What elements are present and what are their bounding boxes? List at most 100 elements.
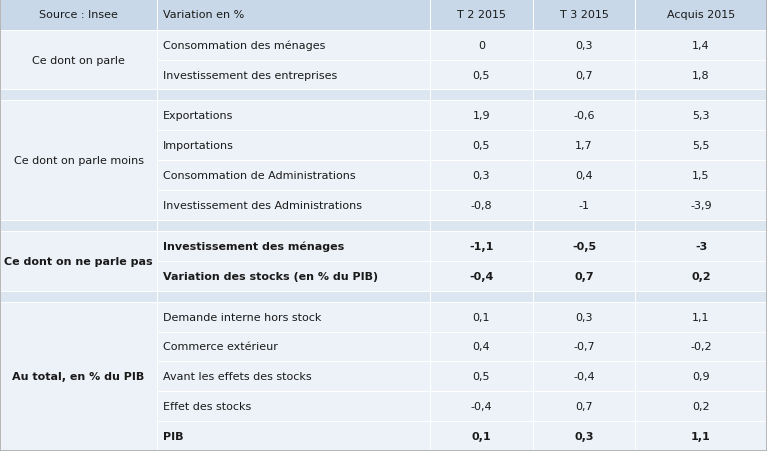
Text: 0,3: 0,3: [472, 171, 490, 181]
Text: Avant les effets des stocks: Avant les effets des stocks: [163, 372, 312, 382]
Text: -0,7: -0,7: [573, 342, 595, 352]
Bar: [635, 421, 767, 451]
Bar: [430, 0, 533, 31]
Text: Demande interne hors stock: Demande interne hors stock: [163, 312, 321, 322]
Text: Variation des stocks (en % du PIB): Variation des stocks (en % du PIB): [163, 271, 378, 281]
Bar: [635, 221, 767, 231]
Text: 0,2: 0,2: [691, 271, 711, 281]
Bar: [533, 291, 635, 302]
Bar: [635, 332, 767, 362]
Bar: [533, 421, 635, 451]
Bar: [157, 291, 430, 302]
Text: Exportations: Exportations: [163, 111, 234, 121]
Bar: [0, 101, 157, 221]
Text: Importations: Importations: [163, 141, 234, 151]
Bar: [157, 101, 430, 131]
Text: 0,1: 0,1: [472, 431, 491, 441]
Bar: [157, 421, 430, 451]
Text: -0,4: -0,4: [470, 401, 492, 411]
Bar: [157, 362, 430, 391]
Bar: [430, 191, 533, 221]
Text: T 3 2015: T 3 2015: [560, 10, 608, 20]
Bar: [0, 90, 157, 101]
Text: 0,3: 0,3: [575, 312, 593, 322]
Text: 0,4: 0,4: [575, 171, 593, 181]
Bar: [533, 191, 635, 221]
Text: Consommation de Administrations: Consommation de Administrations: [163, 171, 356, 181]
Bar: [430, 302, 533, 332]
Bar: [635, 131, 767, 161]
Bar: [157, 391, 430, 421]
Text: -0,2: -0,2: [690, 342, 712, 352]
Bar: [157, 60, 430, 90]
Bar: [533, 362, 635, 391]
Bar: [157, 191, 430, 221]
Text: PIB: PIB: [163, 431, 184, 441]
Bar: [157, 0, 430, 31]
Text: -0,6: -0,6: [573, 111, 595, 121]
Bar: [0, 291, 157, 302]
Bar: [430, 261, 533, 291]
Bar: [635, 101, 767, 131]
Text: 0: 0: [478, 41, 485, 51]
Bar: [430, 101, 533, 131]
Bar: [635, 302, 767, 332]
Bar: [157, 131, 430, 161]
Text: 5,5: 5,5: [693, 141, 709, 151]
Text: Ce dont on ne parle pas: Ce dont on ne parle pas: [5, 256, 153, 266]
Text: 0,3: 0,3: [575, 41, 593, 51]
Bar: [157, 332, 430, 362]
Text: Au total, en % du PIB: Au total, en % du PIB: [12, 372, 145, 382]
Text: -0,4: -0,4: [573, 372, 595, 382]
Bar: [430, 391, 533, 421]
Text: 0,5: 0,5: [472, 372, 490, 382]
Bar: [635, 161, 767, 191]
Bar: [0, 302, 157, 451]
Bar: [0, 221, 157, 231]
Bar: [533, 221, 635, 231]
Bar: [533, 0, 635, 31]
Bar: [533, 31, 635, 60]
Bar: [430, 161, 533, 191]
Text: -3: -3: [695, 241, 707, 251]
Text: 0,2: 0,2: [693, 401, 709, 411]
Bar: [430, 291, 533, 302]
Text: Ce dont on parle: Ce dont on parle: [32, 55, 125, 65]
Text: 0,5: 0,5: [472, 70, 490, 80]
Bar: [533, 302, 635, 332]
Bar: [430, 362, 533, 391]
Text: 0,7: 0,7: [574, 271, 594, 281]
Text: Effet des stocks: Effet des stocks: [163, 401, 252, 411]
Text: 0,7: 0,7: [575, 70, 593, 80]
Bar: [635, 391, 767, 421]
Bar: [533, 131, 635, 161]
Bar: [157, 221, 430, 231]
Text: 0,3: 0,3: [574, 431, 594, 441]
Bar: [430, 131, 533, 161]
Bar: [635, 291, 767, 302]
Text: -1: -1: [578, 201, 590, 211]
Bar: [533, 101, 635, 131]
Text: Commerce extérieur: Commerce extérieur: [163, 342, 278, 352]
Bar: [157, 31, 430, 60]
Text: -0,8: -0,8: [470, 201, 492, 211]
Bar: [635, 90, 767, 101]
Bar: [635, 191, 767, 221]
Text: Consommation des ménages: Consommation des ménages: [163, 40, 326, 51]
Bar: [635, 0, 767, 31]
Text: 1,9: 1,9: [472, 111, 490, 121]
Text: 1,5: 1,5: [693, 171, 709, 181]
Text: -1,1: -1,1: [469, 241, 493, 251]
Bar: [533, 231, 635, 261]
Bar: [635, 60, 767, 90]
Text: 1,7: 1,7: [575, 141, 593, 151]
Text: Variation en %: Variation en %: [163, 10, 245, 20]
Bar: [430, 60, 533, 90]
Bar: [430, 31, 533, 60]
Text: Source : Insee: Source : Insee: [39, 10, 118, 20]
Bar: [533, 161, 635, 191]
Text: 0,4: 0,4: [472, 342, 490, 352]
Text: Ce dont on parle moins: Ce dont on parle moins: [14, 156, 143, 166]
Bar: [533, 332, 635, 362]
Bar: [430, 221, 533, 231]
